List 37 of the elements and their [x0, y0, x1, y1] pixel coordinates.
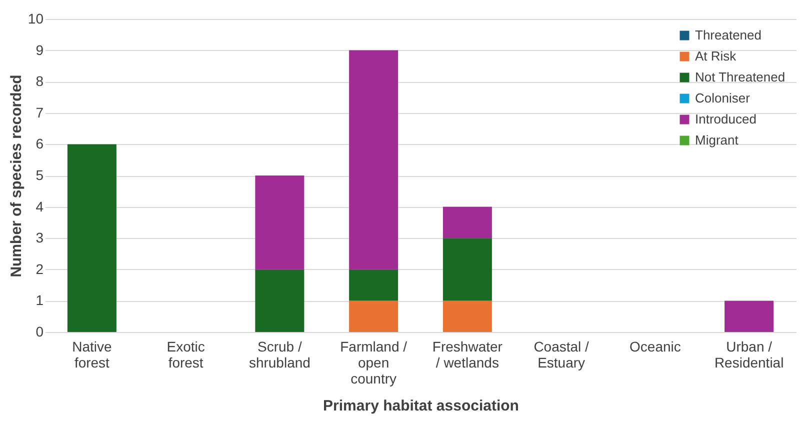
legend-label: Threatened — [695, 28, 762, 42]
x-tick-label: Native forest — [72, 338, 112, 370]
y-tick-label: 10 — [28, 10, 44, 26]
legend-label: Introduced — [695, 112, 756, 126]
y-tick-label: 0 — [36, 324, 44, 340]
x-tick-label: Freshwater / wetlands — [432, 338, 503, 370]
y-tick-label: 9 — [36, 42, 44, 58]
y-tick-label: 1 — [36, 292, 44, 308]
y-tick-label: 6 — [36, 136, 44, 152]
bar — [255, 269, 304, 332]
bar — [67, 144, 116, 332]
legend-label: Migrant — [695, 132, 739, 148]
x-axis-title: Primary habitat association — [323, 398, 519, 414]
y-tick-label: 4 — [36, 198, 44, 214]
legend-label: Not Threatened — [695, 70, 786, 84]
bar — [255, 176, 304, 270]
x-tick-label: Oceanic — [630, 338, 681, 354]
bar — [349, 269, 398, 301]
x-tick-label: Scrub / shrubland — [248, 338, 310, 370]
bar — [349, 300, 398, 332]
bar — [724, 300, 774, 332]
legend-label: Coloniser — [695, 90, 751, 106]
bar — [349, 50, 398, 270]
y-tick-label: 8 — [36, 73, 44, 90]
bar — [442, 300, 492, 332]
legend-label: At Risk — [695, 48, 737, 64]
x-tick-label: Farmland / open country — [340, 338, 408, 386]
y-tick-label: 5 — [36, 167, 44, 183]
bar — [442, 206, 492, 238]
x-tick-label: Urban / Residential — [714, 338, 784, 370]
y-tick-label: 3 — [36, 230, 44, 246]
y-tick-label: 7 — [36, 104, 44, 120]
x-tick-label: Exotic forest — [166, 338, 205, 370]
y-axis-title: Number of species recorded — [8, 74, 25, 278]
bar — [442, 238, 492, 301]
y-tick-label: 2 — [36, 260, 44, 277]
x-tick-label: Coastal / Estuary — [534, 338, 590, 370]
